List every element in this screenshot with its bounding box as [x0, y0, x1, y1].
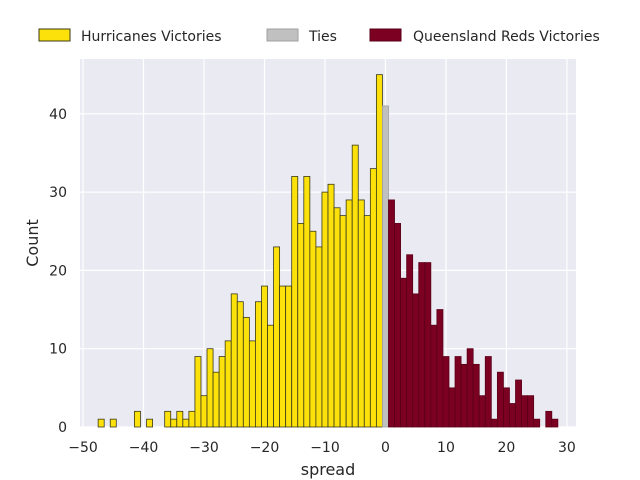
bar-series-0: [297, 223, 305, 428]
bar-series-0: [303, 176, 311, 428]
bar-series-0: [357, 199, 365, 428]
y-tick-label: 10: [49, 342, 67, 358]
bar-series-0: [188, 410, 196, 428]
bar-series-0: [255, 301, 262, 428]
bar-series-2: [388, 199, 395, 428]
bar-series-2: [496, 371, 504, 428]
bar-series-2: [394, 223, 401, 428]
bar-series-0: [315, 246, 323, 428]
bar-series-2: [503, 387, 510, 428]
bar-series-0: [109, 418, 117, 428]
bar-series-0: [345, 199, 353, 428]
bar-series-2: [430, 324, 438, 428]
bar-series-0: [212, 371, 220, 428]
bar-series-2: [442, 356, 450, 428]
bar-series-2: [478, 395, 486, 428]
y-tick-label: 20: [49, 263, 67, 279]
x-tick-label: −40: [129, 440, 159, 456]
bar-series-0: [176, 410, 184, 428]
x-axis-label: spread: [301, 460, 356, 479]
y-tick-label: 40: [49, 107, 67, 123]
bar-series-0: [230, 293, 238, 428]
bar-series-2: [533, 418, 541, 428]
legend: Hurricanes Victories Ties Queensland Red…: [38, 28, 600, 45]
bar-series-0: [339, 215, 347, 428]
bar-series-2: [448, 387, 456, 428]
bar-series-1: [382, 105, 389, 428]
legend-label-hurricanes: Hurricanes Victories: [81, 29, 222, 45]
bar-series-0: [351, 144, 359, 428]
y-tick-label: 30: [49, 185, 67, 201]
bar-series-0: [285, 285, 293, 428]
bar-series-0: [134, 410, 141, 428]
bar-series-0: [321, 191, 329, 428]
legend-swatch-reds: [369, 28, 402, 42]
bar-series-0: [333, 207, 341, 428]
bar-series-2: [400, 277, 408, 428]
bar-series-0: [242, 316, 250, 428]
legend-swatch-hurricanes: [38, 28, 71, 42]
bar-series-2: [418, 262, 426, 428]
bar-series-2: [490, 418, 498, 428]
bar-series-0: [279, 285, 287, 428]
x-tick-label: 30: [558, 440, 576, 456]
bar-series-0: [200, 395, 208, 428]
bar-series-2: [436, 309, 444, 428]
bar-series-0: [182, 418, 190, 428]
bar-series-0: [261, 285, 268, 428]
bar-series-2: [466, 348, 474, 428]
bar-series-0: [375, 74, 383, 428]
y-tick-label: 0: [58, 420, 67, 436]
legend-swatch-ties: [266, 28, 299, 42]
y-axis-label: Count: [23, 219, 42, 267]
bar-series-0: [327, 183, 335, 428]
bar-series-0: [194, 356, 202, 428]
x-tick-label: −10: [310, 440, 340, 456]
bar-series-0: [206, 348, 214, 428]
x-tick-label: 10: [437, 440, 455, 456]
bar-series-2: [545, 410, 553, 428]
bar-series-0: [218, 356, 226, 428]
bar-series-0: [369, 168, 377, 428]
x-axis-ticks: −50 −40 −30 −20 −10 0 10 20 30: [68, 440, 576, 456]
x-tick-label: 20: [498, 440, 516, 456]
bar-series-2: [454, 356, 462, 428]
bar-series-2: [527, 395, 535, 428]
bar-series-2: [406, 254, 414, 428]
bar-series-2: [472, 363, 480, 428]
bar-series-0: [164, 410, 172, 428]
x-tick-label: −50: [68, 440, 98, 456]
bar-series-0: [170, 418, 178, 428]
bar-series-2: [521, 395, 529, 428]
bar-series-2: [551, 418, 559, 428]
bar-series-0: [267, 324, 274, 428]
x-tick-label: −20: [250, 440, 280, 456]
x-tick-label: −30: [189, 440, 219, 456]
bar-series-2: [412, 293, 420, 428]
bar-series-2: [460, 363, 468, 428]
bar-series-2: [509, 403, 516, 428]
bar-series-0: [236, 301, 244, 428]
bar-series-0: [309, 230, 317, 428]
bar-series-0: [97, 418, 105, 428]
legend-label-ties: Ties: [308, 29, 337, 45]
bar-series-2: [484, 356, 492, 428]
bar-series-0: [291, 176, 299, 428]
bar-series-0: [363, 215, 371, 428]
histogram-bars: [97, 74, 559, 428]
bar-series-2: [424, 262, 432, 428]
bar-series-0: [273, 246, 281, 428]
bar-series-0: [224, 340, 232, 428]
x-tick-label: 0: [381, 440, 390, 456]
bar-series-2: [515, 379, 522, 428]
bar-series-0: [146, 418, 153, 428]
legend-label-reds: Queensland Reds Victories: [413, 29, 600, 45]
bar-series-0: [248, 340, 256, 428]
y-axis-ticks: 0 10 20 30 40: [49, 107, 67, 436]
